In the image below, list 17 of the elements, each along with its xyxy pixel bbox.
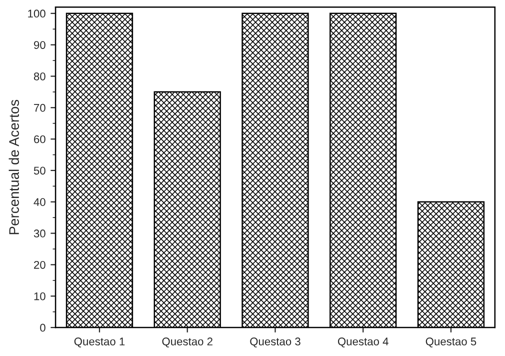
- y-tick-label: 90: [34, 41, 46, 49]
- y-tick-label: 80: [34, 72, 46, 80]
- y-tick-label: 70: [34, 104, 46, 112]
- x-tick-label: Questao 5: [426, 338, 476, 348]
- y-tick-label: 50: [34, 166, 46, 175]
- x-tick-label: Questao 3: [250, 338, 300, 348]
- y-tick-label: 0: [40, 324, 46, 332]
- y-tick-label: 60: [34, 135, 46, 144]
- x-tick-label: Questao 4: [338, 338, 388, 348]
- y-axis-title: Percentual de Acertos: [8, 100, 19, 234]
- y-tick-label: 40: [34, 198, 46, 206]
- y-tick-label: 100: [28, 10, 46, 18]
- x-tick-label: Questao 2: [162, 338, 212, 348]
- y-tick-label: 20: [34, 260, 46, 269]
- y-tick-label: 30: [34, 230, 46, 238]
- x-tick-label: Questao 1: [74, 338, 125, 348]
- y-tick-label: 10: [34, 292, 46, 300]
